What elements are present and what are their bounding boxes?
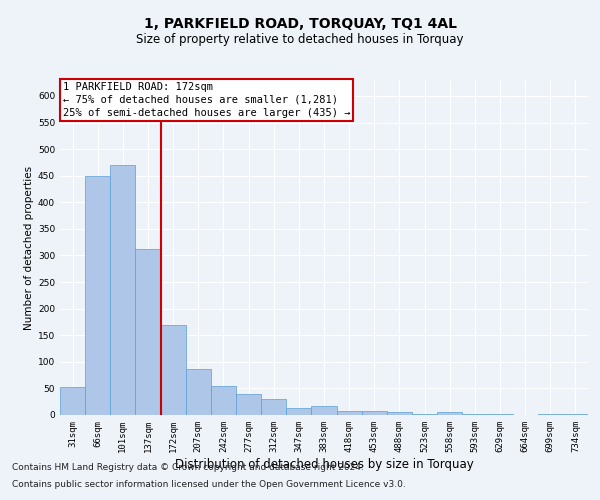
Text: 1 PARKFIELD ROAD: 172sqm
← 75% of detached houses are smaller (1,281)
25% of sem: 1 PARKFIELD ROAD: 172sqm ← 75% of detach…: [62, 82, 350, 118]
Bar: [286, 408, 311, 415]
Bar: [311, 406, 337, 415]
Bar: [110, 165, 136, 415]
Bar: [136, 249, 161, 415]
Bar: [563, 414, 588, 415]
Bar: [161, 324, 186, 415]
Bar: [211, 386, 236, 415]
Text: Contains public sector information licensed under the Open Government Licence v3: Contains public sector information licen…: [12, 480, 406, 489]
Bar: [538, 414, 563, 415]
Bar: [387, 412, 412, 415]
Bar: [261, 399, 286, 415]
X-axis label: Distribution of detached houses by size in Torquay: Distribution of detached houses by size …: [175, 458, 473, 470]
Bar: [186, 368, 211, 415]
Bar: [337, 412, 362, 415]
Bar: [412, 414, 437, 415]
Bar: [437, 412, 462, 415]
Bar: [362, 412, 387, 415]
Text: Size of property relative to detached houses in Torquay: Size of property relative to detached ho…: [136, 32, 464, 46]
Bar: [462, 414, 487, 415]
Bar: [236, 394, 261, 415]
Bar: [85, 176, 110, 415]
Text: Contains HM Land Registry data © Crown copyright and database right 2024.: Contains HM Land Registry data © Crown c…: [12, 464, 364, 472]
Bar: [487, 414, 512, 415]
Y-axis label: Number of detached properties: Number of detached properties: [24, 166, 34, 330]
Bar: [60, 388, 85, 415]
Text: 1, PARKFIELD ROAD, TORQUAY, TQ1 4AL: 1, PARKFIELD ROAD, TORQUAY, TQ1 4AL: [143, 18, 457, 32]
